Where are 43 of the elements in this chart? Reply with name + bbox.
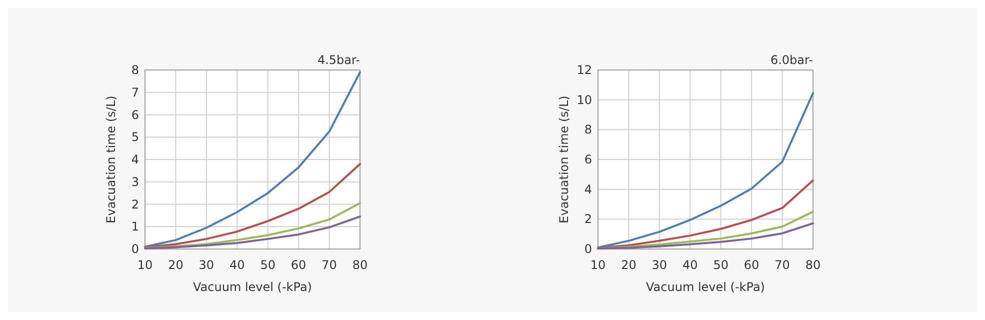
y-tick-label: 4	[131, 152, 139, 166]
x-tick-label: 30	[198, 258, 214, 272]
x-tick-label: 80	[352, 258, 368, 272]
x-tick-label: 40	[230, 258, 245, 272]
y-tick-label: 10	[576, 92, 592, 107]
y-tick-label: 7	[131, 85, 139, 100]
x-tick-label: 50	[713, 258, 728, 272]
line-series	[597, 222, 814, 250]
line-series	[144, 202, 361, 249]
x-tick-label: 60	[290, 258, 306, 272]
x-tick-label: 40	[682, 258, 698, 272]
x-axis-title: Vacuum level (-kPa)	[646, 280, 765, 294]
x-tick-label: 50	[260, 258, 276, 272]
x-tick-label: 20	[621, 258, 636, 272]
y-axis-title: Evacuation time (s/L)	[557, 96, 571, 224]
y-tick-label: 0	[584, 242, 592, 256]
y-tick-label: 2	[584, 212, 592, 226]
y-tick-label: 4	[584, 182, 592, 196]
x-tick-label: 70	[322, 258, 337, 272]
y-tick-label: 1	[131, 220, 139, 234]
chart-title: 4.5bar-	[317, 53, 360, 67]
y-tick-label: 6	[131, 108, 139, 122]
line-series	[144, 216, 361, 250]
line-series	[144, 162, 361, 248]
x-tick-label: 20	[168, 258, 184, 272]
y-tick-label: 12	[576, 63, 592, 77]
x-tick-label: 80	[805, 258, 821, 272]
y-tick-label: 3	[131, 174, 139, 189]
x-tick-label: 60	[744, 258, 760, 272]
line-series	[597, 179, 814, 249]
y-tick-label: 8	[131, 63, 139, 77]
x-axis-title: Vacuum level (-kPa)	[193, 280, 312, 294]
x-tick-label: 70	[774, 258, 790, 272]
line-series	[597, 92, 814, 249]
y-tick-label: 0	[131, 242, 139, 256]
y-tick-label: 5	[131, 130, 139, 144]
y-tick-label: 8	[584, 122, 592, 137]
line-series	[597, 210, 814, 250]
x-tick-label: 30	[652, 258, 668, 272]
y-axis-title: Evacuation time (s/L)	[104, 96, 118, 224]
y-tick-label: 6	[584, 152, 592, 166]
chart-title: 6.0bar-	[770, 53, 813, 67]
y-tick-label: 2	[131, 197, 139, 212]
